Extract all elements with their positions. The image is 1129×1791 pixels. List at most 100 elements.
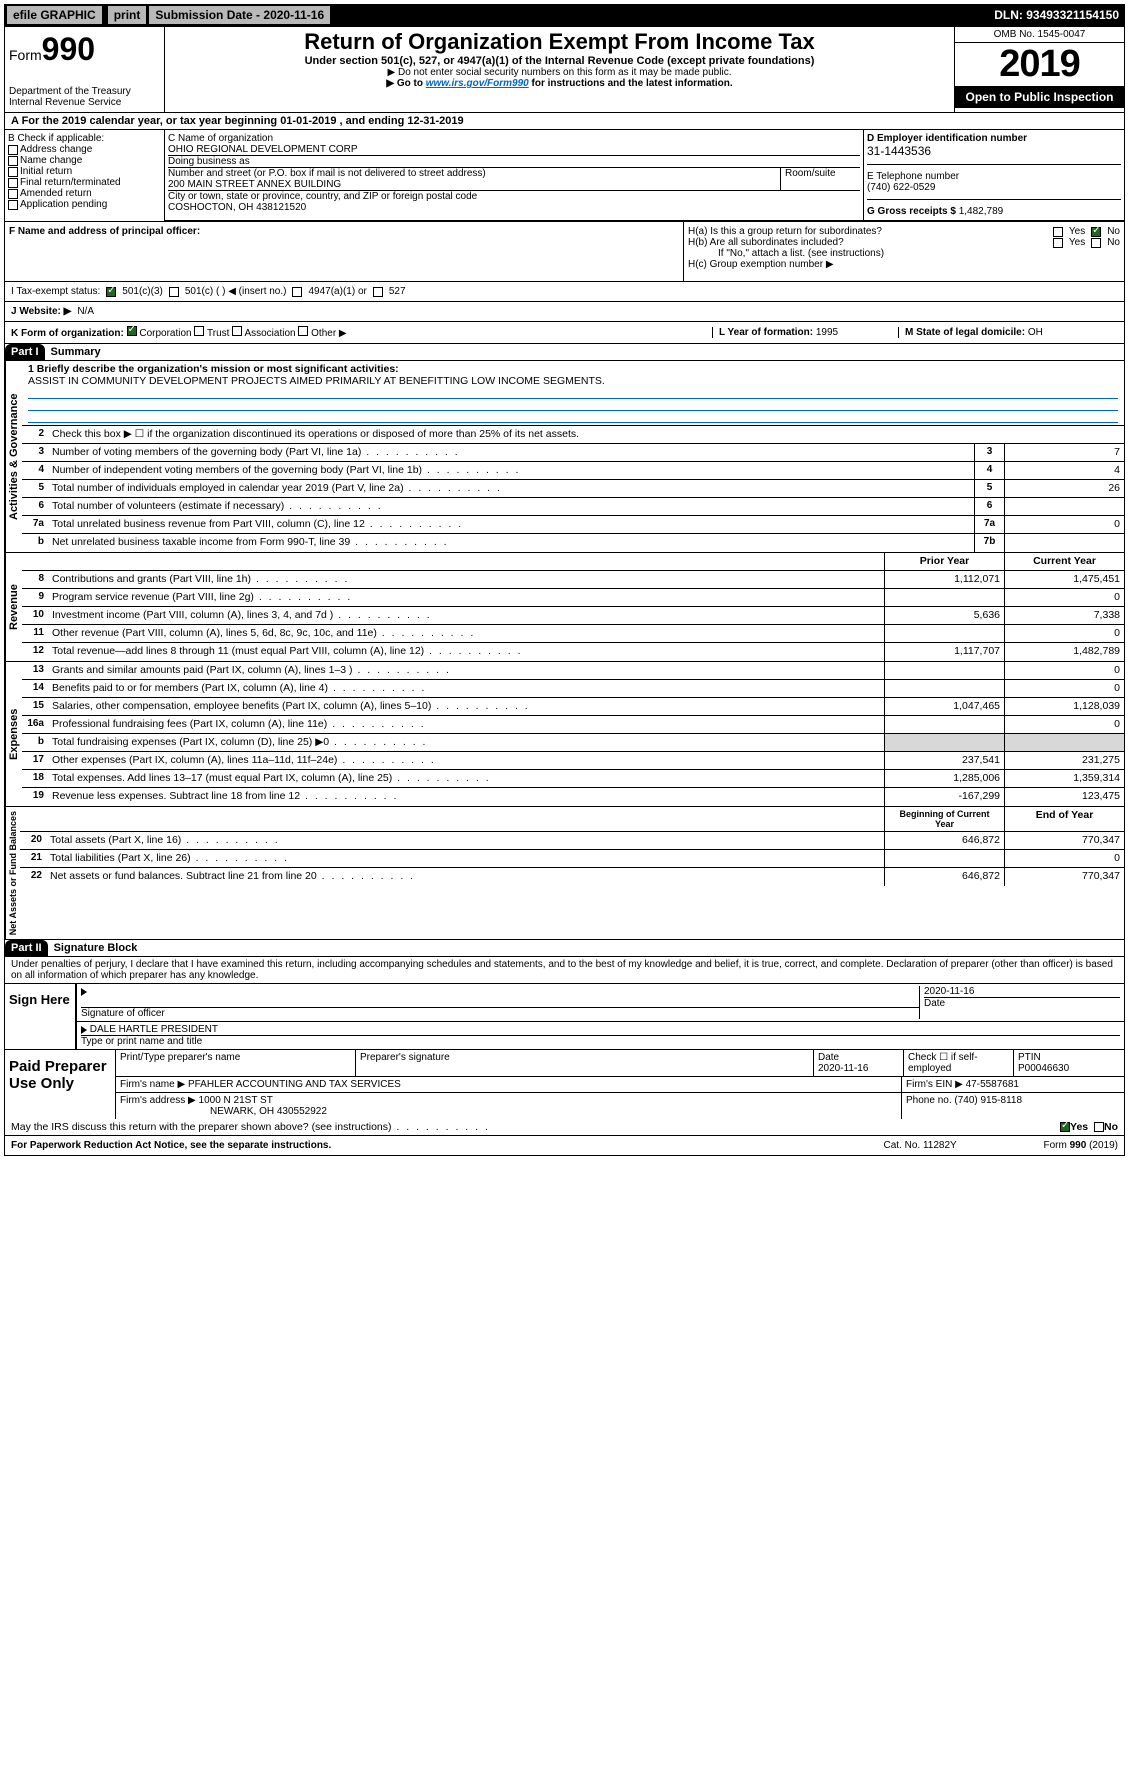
table-row: 5 Total number of individuals employed i… [22, 480, 1124, 498]
h-sig: Preparer's signature [356, 1050, 814, 1076]
ln-num: b [22, 734, 48, 751]
ln-text: Professional fundraising fees (Part IX, … [48, 716, 884, 733]
period-line: A For the 2019 calendar year, or tax yea… [5, 113, 1124, 130]
checkbox-icon[interactable] [169, 287, 179, 297]
ln-current: 123,475 [1004, 788, 1124, 806]
yes: Yes [1069, 226, 1085, 237]
checkbox-icon[interactable] [232, 326, 242, 336]
ln-current: 0 [1004, 850, 1124, 867]
checkbox-icon[interactable] [127, 326, 137, 336]
checkbox-icon[interactable] [1060, 1122, 1070, 1132]
form990-link[interactable]: www.irs.gov/Form990 [426, 78, 529, 89]
form-title: Return of Organization Exempt From Incom… [173, 29, 946, 55]
m-label: M State of legal domicile: [905, 327, 1028, 338]
triangle-icon [81, 1026, 87, 1034]
part2-tab: Part II [5, 940, 48, 956]
room-label: Room/suite [780, 168, 860, 190]
triangle-icon [81, 988, 87, 996]
ln-val: 0 [1004, 516, 1124, 533]
part2-header: Part II Signature Block [5, 940, 1124, 957]
blank [48, 553, 884, 570]
ln-text: Check this box ▶ ☐ if the organization d… [48, 426, 1124, 443]
print-button[interactable]: print [107, 5, 148, 25]
form-number: Form990 [9, 31, 160, 68]
ln-prior: -167,299 [884, 788, 1004, 806]
box-defg: D Employer identification number 31-1443… [864, 130, 1124, 220]
checkbox-icon[interactable] [1091, 227, 1101, 237]
subdate-label: Submission Date - [155, 8, 263, 22]
ln-current: 7,338 [1004, 607, 1124, 624]
checkbox-icon[interactable] [106, 287, 116, 297]
box-b-label: B Check if applicable: [8, 133, 161, 144]
checkbox-icon[interactable] [292, 287, 302, 297]
org-name: OHIO REGIONAL DEVELOPMENT CORP [168, 144, 860, 155]
chk-initial[interactable]: Initial return [8, 166, 161, 177]
h-name: Print/Type preparer's name [116, 1050, 356, 1076]
ln-prior [884, 589, 1004, 606]
no: No [1107, 237, 1120, 248]
firm-ein-cell: Firm's EIN ▶ 47-5587681 [902, 1077, 1124, 1092]
checkbox-icon[interactable] [298, 326, 308, 336]
preparer-block: Paid Preparer Use Only Print/Type prepar… [5, 1050, 1124, 1119]
checkbox-icon[interactable] [1053, 238, 1063, 248]
chk-final[interactable]: Final return/terminated [8, 177, 161, 188]
chk-address[interactable]: Address change [8, 144, 161, 155]
checkbox-icon[interactable] [1053, 227, 1063, 237]
checkbox-icon[interactable] [1091, 238, 1101, 248]
ln-text: Total revenue—add lines 8 through 11 (mu… [48, 643, 884, 661]
k-other: Other ▶ [311, 328, 346, 339]
checkbox-icon[interactable] [194, 326, 204, 336]
prep-header-row: Print/Type preparer's name Preparer's si… [116, 1050, 1124, 1077]
ein-value: 31-1443536 [867, 144, 1121, 158]
checkbox-icon [8, 189, 18, 199]
rule-line [28, 411, 1118, 423]
q1-label: 1 Briefly describe the organization's mi… [28, 363, 399, 375]
chk-name[interactable]: Name change [8, 155, 161, 166]
ln-text: Other revenue (Part VIII, column (A), li… [48, 625, 884, 642]
prep-date: 2020-11-16 [818, 1063, 868, 1074]
table-row: b Net unrelated business taxable income … [22, 534, 1124, 552]
dln-value: 93493321154150 [1026, 8, 1119, 22]
chk-application[interactable]: Application pending [8, 199, 161, 210]
col-prior: Prior Year [884, 553, 1004, 570]
ln-val: 7 [1004, 444, 1124, 461]
l-val: 1995 [816, 327, 838, 338]
perjury-statement: Under penalties of perjury, I declare th… [5, 957, 1124, 984]
footer-form: 990 [1070, 1140, 1087, 1151]
form-note-1: ▶ Do not enter social security numbers o… [173, 67, 946, 78]
chk-amended[interactable]: Amended return [8, 188, 161, 199]
table-row: 16a Professional fundraising fees (Part … [22, 716, 1124, 734]
sidebar-governance: Activities & Governance [5, 361, 22, 552]
ln-text: Total unrelated business revenue from Pa… [48, 516, 974, 533]
yes: Yes [1069, 237, 1085, 248]
ln-num: 5 [22, 480, 48, 497]
k-corp: Corporation [139, 328, 191, 339]
ln-num: 16a [22, 716, 48, 733]
footer-mid: Cat. No. 11282Y [884, 1140, 1044, 1151]
addr-label: Firm's address ▶ [120, 1095, 196, 1106]
table-row: 10 Investment income (Part VIII, column … [22, 607, 1124, 625]
ln-num: 2 [22, 426, 48, 443]
ln-prior [884, 734, 1004, 751]
checkbox-icon[interactable] [373, 287, 383, 297]
h-b: H(b) Are all subordinates included? Yes … [688, 237, 1120, 248]
checkbox-icon[interactable] [1094, 1122, 1104, 1132]
open-to-public: Open to Public Inspection [955, 86, 1124, 108]
net-body: Beginning of Current Year End of Year 20… [20, 807, 1124, 939]
efile-button[interactable]: efile GRAPHIC [6, 5, 103, 25]
part1-header: Part I Summary [5, 344, 1124, 361]
table-row: b Total fundraising expenses (Part IX, c… [22, 734, 1124, 752]
box-h: H(a) Is this a group return for subordin… [684, 222, 1124, 281]
footer-year: 2019 [1092, 1140, 1114, 1151]
ln-num: 10 [22, 607, 48, 624]
dept-treasury: Department of the Treasury [9, 86, 160, 97]
ln-num: 12 [22, 643, 48, 661]
ln-prior [884, 680, 1004, 697]
dba-label: Doing business as [168, 156, 860, 167]
table-row: 6 Total number of volunteers (estimate i… [22, 498, 1124, 516]
firm-label: Firm's name ▶ [120, 1079, 185, 1090]
chk-label: Address change [20, 144, 92, 155]
dln-box: DLN: 93493321154150 [988, 6, 1125, 24]
discuss-text: May the IRS discuss this return with the… [11, 1121, 1060, 1133]
preparer-label: Paid Preparer Use Only [5, 1050, 115, 1119]
